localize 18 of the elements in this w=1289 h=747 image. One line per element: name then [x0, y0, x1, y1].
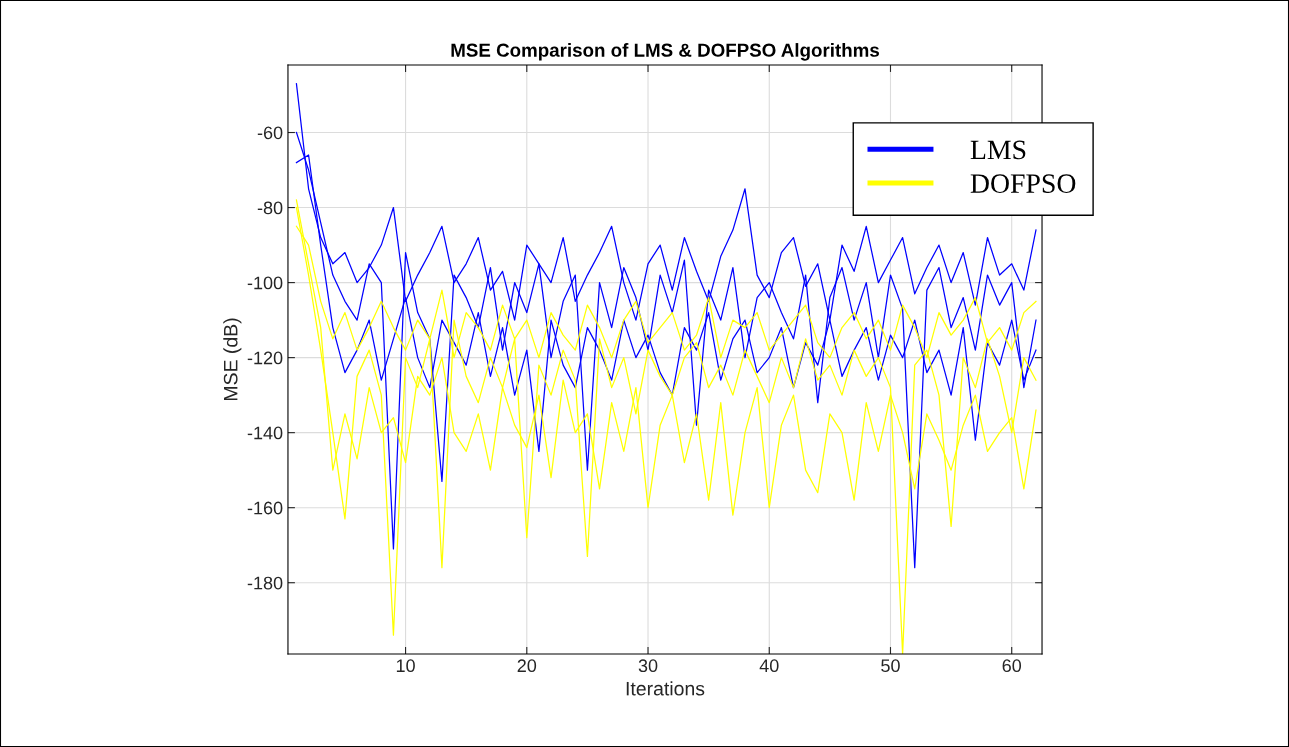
- x-tick-label: 40: [759, 659, 779, 673]
- chart-title: MSE Comparison of LMS & DOFPSO Algorithms: [451, 43, 879, 61]
- y-tick-label: -120: [247, 351, 283, 365]
- y-tick-label: -180: [247, 576, 283, 590]
- y-axis-title: MSE (dB): [223, 318, 242, 401]
- x-axis-title: Iterations: [626, 681, 705, 696]
- x-tick-label: 20: [517, 659, 537, 673]
- y-tick-label: -100: [247, 276, 283, 290]
- y-tick-label: -80: [257, 201, 283, 215]
- x-tick-label: 50: [881, 659, 900, 673]
- y-tick-label: -160: [247, 501, 283, 515]
- x-tick-label: 60: [1002, 659, 1022, 673]
- legend-label: LMS: [970, 140, 1026, 160]
- y-tick-label: -140: [247, 426, 283, 440]
- legend-label: DOFPSO: [970, 174, 1076, 193]
- y-tick-label: -60: [257, 126, 283, 140]
- x-tick-label: 30: [638, 659, 658, 673]
- x-tick-label: 10: [396, 659, 415, 673]
